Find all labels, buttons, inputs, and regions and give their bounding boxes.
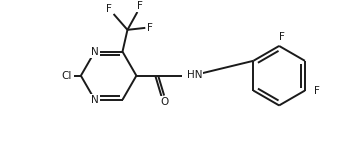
Text: F: F: [106, 4, 112, 14]
Text: HN: HN: [187, 70, 202, 80]
Text: N: N: [91, 47, 99, 57]
Text: Cl: Cl: [62, 71, 72, 81]
Text: F: F: [314, 86, 320, 96]
Text: F: F: [138, 1, 143, 11]
Text: O: O: [160, 97, 168, 107]
Text: F: F: [147, 23, 153, 33]
Text: F: F: [279, 32, 285, 42]
Text: N: N: [91, 95, 99, 105]
